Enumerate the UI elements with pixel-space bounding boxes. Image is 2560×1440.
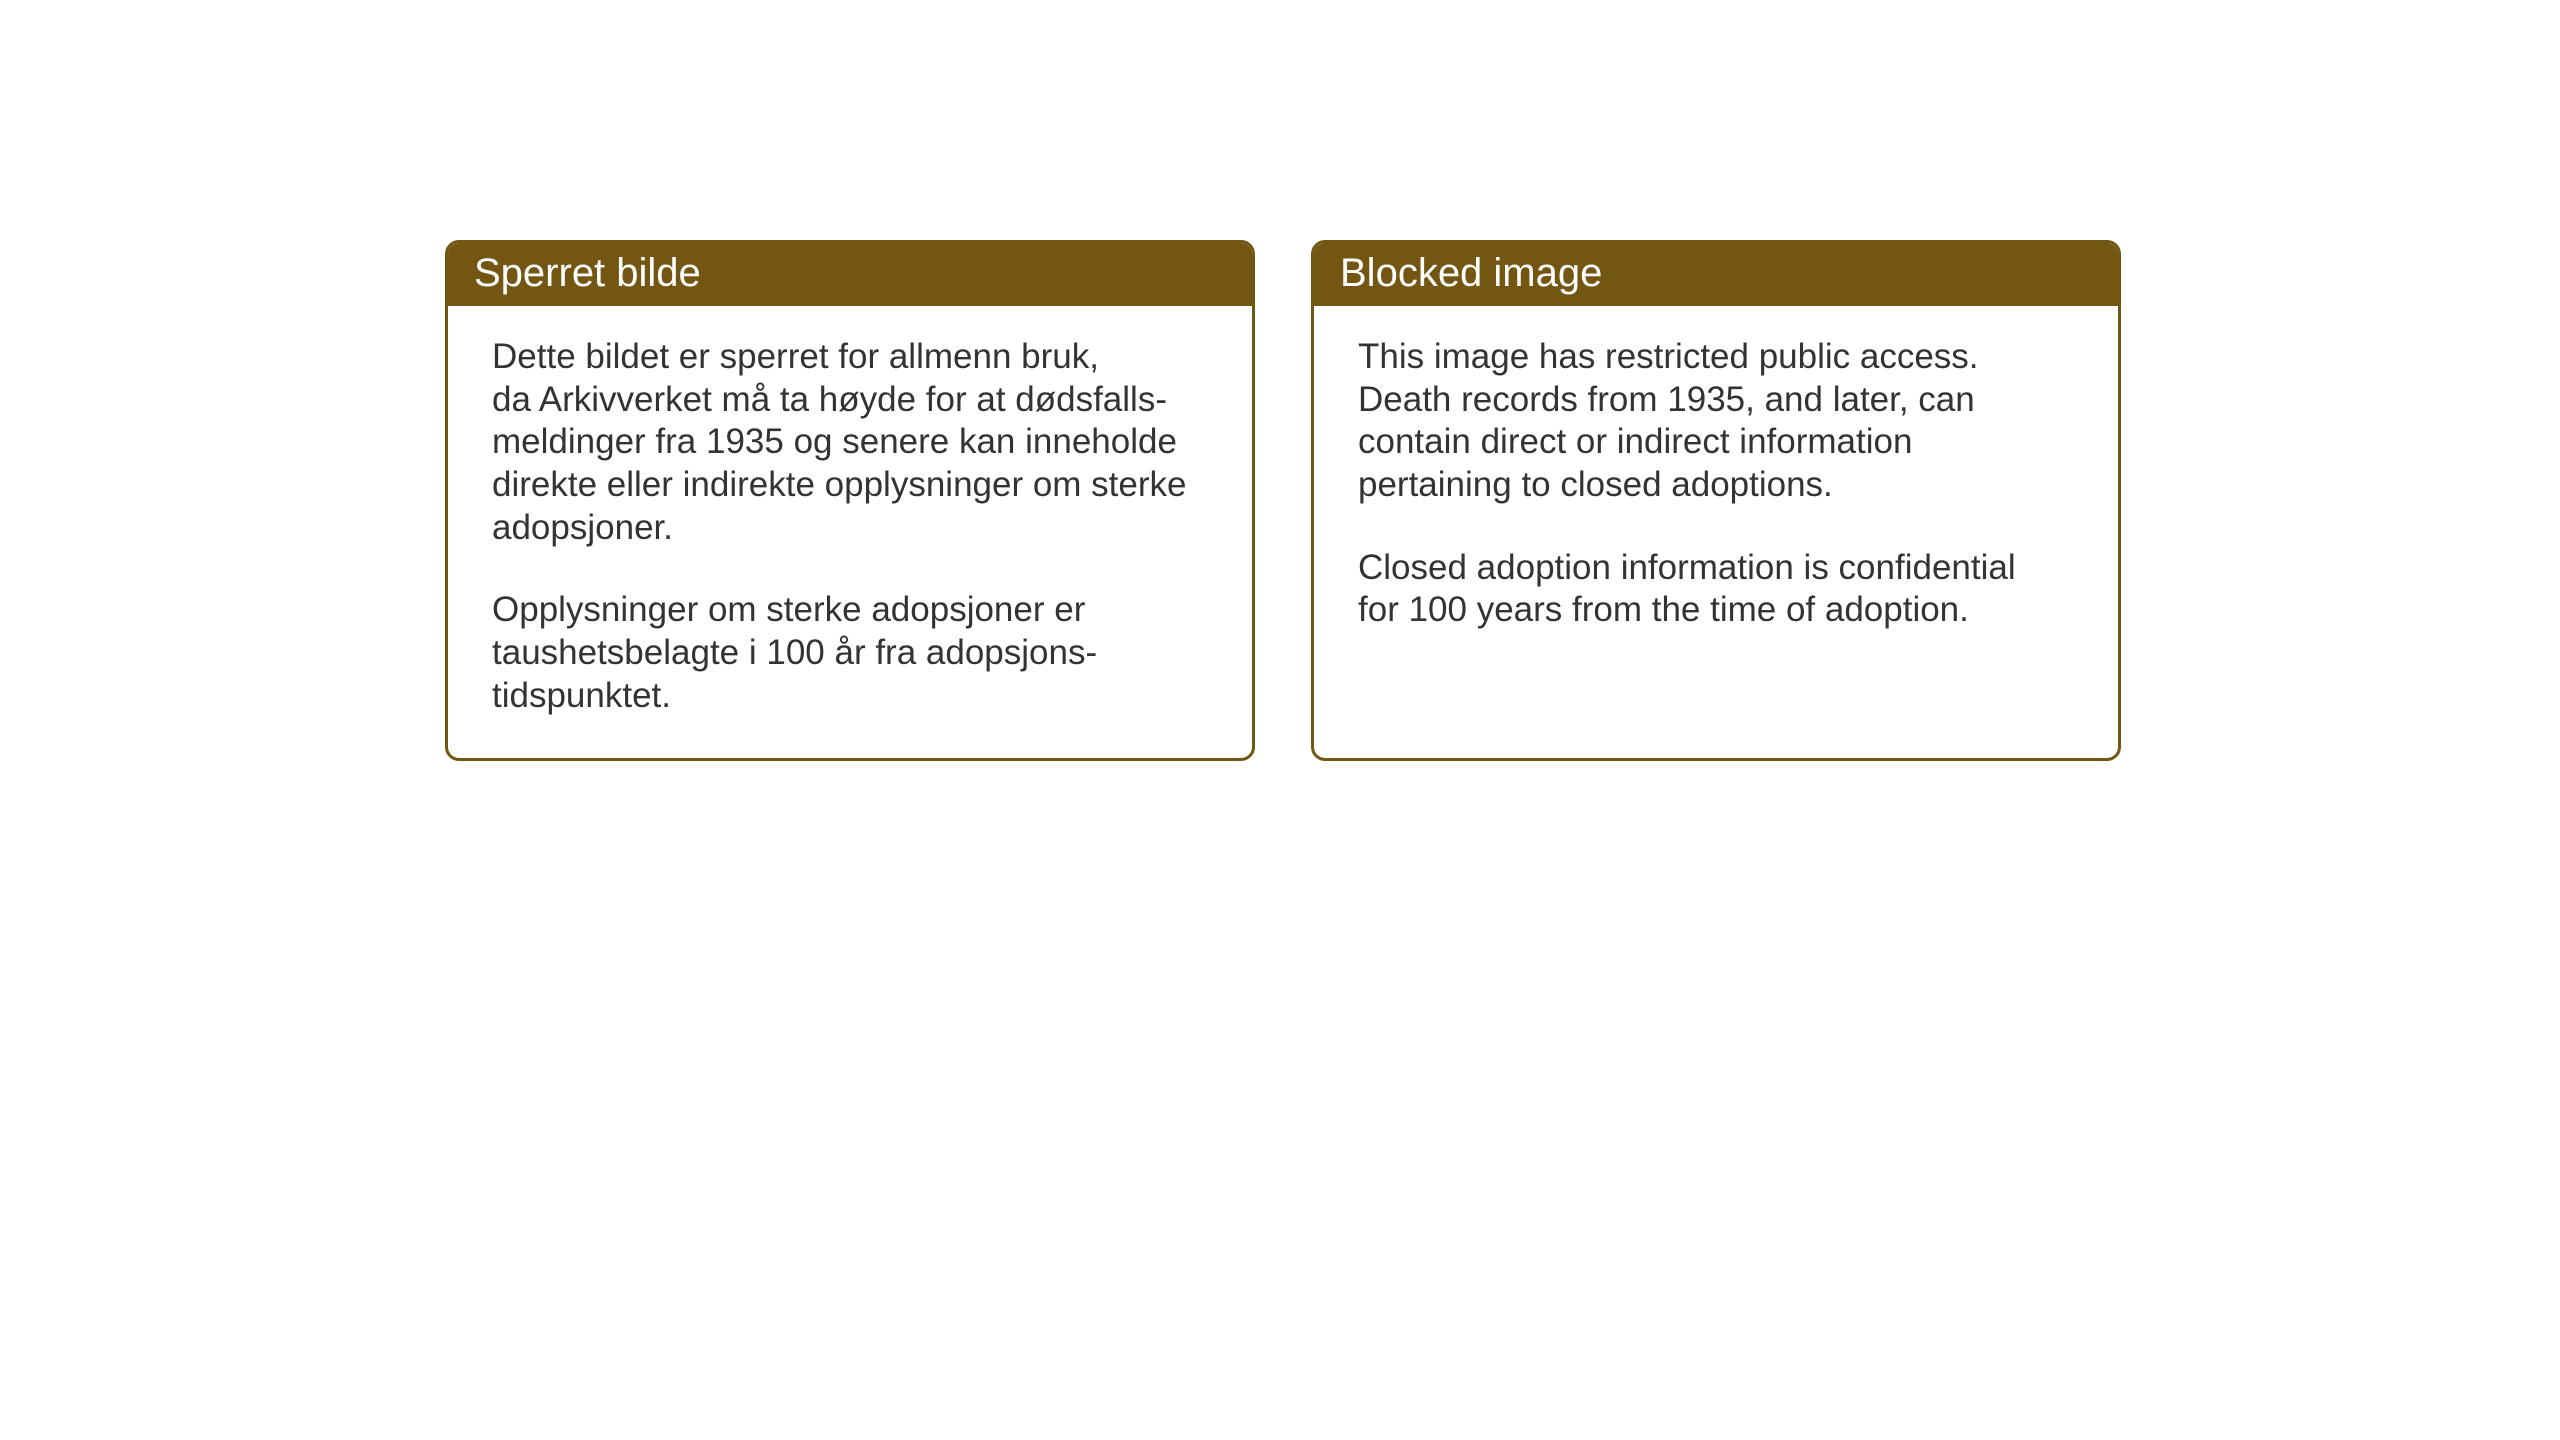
text-line: This image has restricted public access. (1358, 336, 2074, 379)
text-line: Closed adoption information is confident… (1358, 547, 2074, 590)
paragraph-2: Opplysninger om sterke adopsjoner er tau… (492, 589, 1208, 717)
notice-container: Sperret bilde Dette bildet er sperret fo… (445, 240, 2121, 761)
notice-card-norwegian: Sperret bilde Dette bildet er sperret fo… (445, 240, 1255, 761)
paragraph-2: Closed adoption information is confident… (1358, 547, 2074, 632)
card-body-english: This image has restricted public access.… (1314, 306, 2118, 672)
text-line: Dette bildet er sperret for allmenn bruk… (492, 336, 1208, 379)
text-line: Opplysninger om sterke adopsjoner er (492, 589, 1208, 632)
card-title: Sperret bilde (474, 251, 701, 295)
text-line: for 100 years from the time of adoption. (1358, 589, 2074, 632)
card-body-norwegian: Dette bildet er sperret for allmenn bruk… (448, 306, 1252, 758)
paragraph-1: Dette bildet er sperret for allmenn bruk… (492, 336, 1208, 549)
paragraph-1: This image has restricted public access.… (1358, 336, 2074, 507)
text-line: Death records from 1935, and later, can (1358, 379, 2074, 422)
card-title: Blocked image (1340, 251, 1602, 295)
text-line: tidspunktet. (492, 675, 1208, 718)
text-line: taushetsbelagte i 100 år fra adopsjons- (492, 632, 1208, 675)
text-line: meldinger fra 1935 og senere kan innehol… (492, 421, 1208, 464)
text-line: direkte eller indirekte opplysninger om … (492, 464, 1208, 507)
text-line: pertaining to closed adoptions. (1358, 464, 2074, 507)
card-header-english: Blocked image (1314, 243, 2118, 306)
card-header-norwegian: Sperret bilde (448, 243, 1252, 306)
text-line: contain direct or indirect information (1358, 421, 2074, 464)
notice-card-english: Blocked image This image has restricted … (1311, 240, 2121, 761)
text-line: da Arkivverket må ta høyde for at dødsfa… (492, 379, 1208, 422)
text-line: adopsjoner. (492, 507, 1208, 550)
